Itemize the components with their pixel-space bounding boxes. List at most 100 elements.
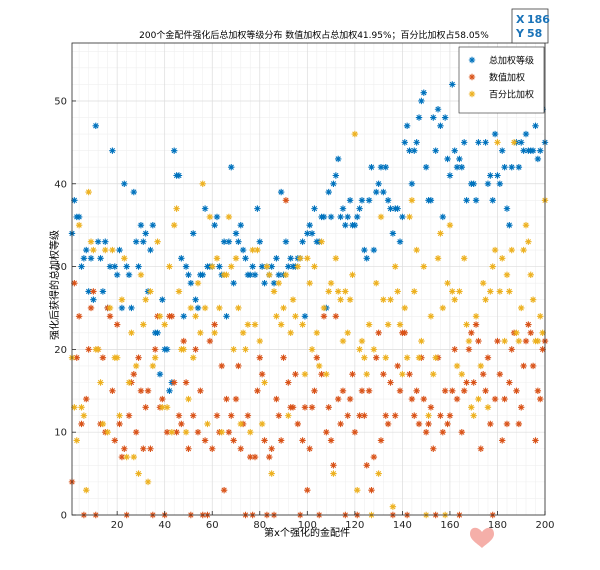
data-point xyxy=(192,296,199,303)
data-point xyxy=(147,445,154,452)
data-point xyxy=(489,263,496,270)
data-point xyxy=(411,288,418,295)
data-point xyxy=(266,453,273,461)
data-point xyxy=(482,139,489,146)
data-point xyxy=(201,304,209,312)
data-point xyxy=(185,445,192,452)
data-point xyxy=(85,288,92,295)
data-point xyxy=(494,139,501,146)
data-point xyxy=(289,296,297,303)
data-point xyxy=(228,263,235,270)
data-point xyxy=(209,445,216,452)
data-point xyxy=(318,371,325,378)
data-point xyxy=(187,304,195,312)
data-point xyxy=(116,246,123,254)
data-point xyxy=(235,362,242,370)
data-point xyxy=(494,337,501,345)
data-point xyxy=(487,288,494,295)
plot-area[interactable]: 20 40 60 80 100 120 140 160 180 200 0 10 20 30 40 50 xyxy=(54,42,555,531)
data-point xyxy=(277,437,285,444)
data-point xyxy=(472,313,480,320)
data-point xyxy=(413,246,420,254)
data-point xyxy=(484,180,492,187)
x-axis-label: 第x个强化的金配件 xyxy=(264,526,350,539)
data-point xyxy=(427,313,435,320)
data-point xyxy=(306,221,313,229)
data-point xyxy=(128,304,135,312)
data-point xyxy=(522,221,530,229)
data-point xyxy=(209,263,216,270)
data-point xyxy=(273,255,280,262)
data-point xyxy=(223,395,230,403)
data-point xyxy=(527,329,534,337)
data-point xyxy=(178,255,185,262)
data-point xyxy=(230,346,237,353)
data-point xyxy=(480,279,487,287)
data-point xyxy=(111,263,118,270)
data-point xyxy=(140,238,147,245)
data-point xyxy=(475,337,482,345)
data-point xyxy=(432,147,439,154)
data-point xyxy=(358,337,366,345)
data-point xyxy=(254,205,261,212)
data-point xyxy=(192,313,199,320)
data-point xyxy=(539,329,546,337)
data-point xyxy=(327,437,335,444)
data-point xyxy=(537,147,544,154)
data-point xyxy=(118,453,126,461)
data-point xyxy=(113,354,121,361)
data-point xyxy=(109,246,116,254)
y-tick-label: 20 xyxy=(54,345,67,356)
data-point xyxy=(373,279,380,287)
data-point xyxy=(121,255,128,262)
data-point xyxy=(503,205,511,212)
data-point xyxy=(375,329,382,337)
data-tip[interactable]: X 186 Y 58 xyxy=(511,8,550,44)
data-point xyxy=(144,478,152,486)
data-point xyxy=(491,246,499,254)
data-point xyxy=(351,221,359,229)
data-point xyxy=(534,155,542,163)
data-point xyxy=(323,428,330,436)
data-point xyxy=(354,213,361,221)
data-tip-box xyxy=(511,8,549,44)
data-point xyxy=(171,379,178,386)
data-point xyxy=(356,205,363,212)
data-point xyxy=(180,337,187,345)
data-point xyxy=(285,263,292,270)
data-point xyxy=(508,346,515,353)
data-point xyxy=(444,155,451,163)
data-point xyxy=(213,412,221,419)
data-point xyxy=(396,238,404,245)
data-point xyxy=(480,371,487,378)
data-point xyxy=(223,313,230,320)
data-point xyxy=(332,172,340,179)
data-point xyxy=(313,354,321,361)
data-point xyxy=(375,180,382,187)
data-point xyxy=(368,164,375,171)
data-point xyxy=(232,230,240,237)
data-point xyxy=(346,395,354,403)
data-point xyxy=(330,470,337,477)
data-point xyxy=(460,387,468,394)
data-point xyxy=(71,404,78,411)
data-point xyxy=(159,404,166,411)
data-point xyxy=(349,371,356,378)
data-point xyxy=(140,321,147,328)
data-tip-x-label: X xyxy=(516,13,525,26)
data-point xyxy=(377,437,385,444)
data-point xyxy=(408,197,416,204)
data-tip-y-value: 58 xyxy=(527,27,542,40)
data-point xyxy=(140,445,147,452)
data-point xyxy=(484,354,492,361)
data-point xyxy=(71,197,78,204)
data-point xyxy=(420,263,427,270)
data-point xyxy=(394,205,401,212)
data-point xyxy=(102,246,109,254)
data-point xyxy=(211,329,218,337)
data-point xyxy=(273,395,280,403)
data-point xyxy=(187,279,195,287)
data-point xyxy=(159,395,166,403)
